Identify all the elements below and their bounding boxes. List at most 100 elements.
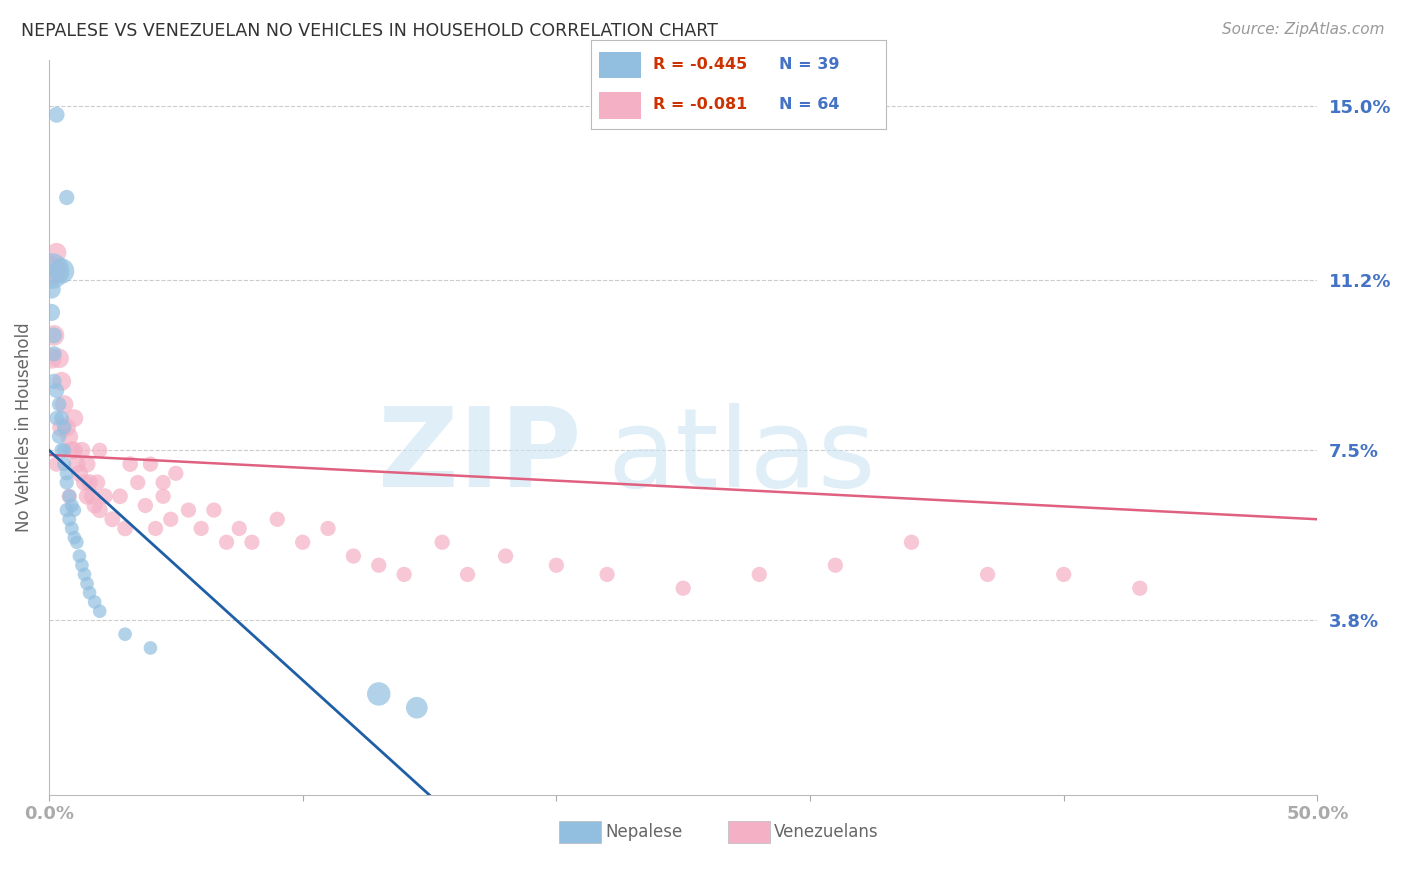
Point [139, 640, 162, 655]
Point [48, 351, 70, 366]
Point [76, 457, 98, 471]
Point [1053, 567, 1076, 582]
Point [51, 420, 73, 434]
Point [51, 443, 73, 458]
Point [900, 535, 922, 549]
FancyBboxPatch shape [599, 92, 641, 119]
Point [45, 457, 67, 471]
Point [266, 512, 288, 526]
Text: atlas: atlas [607, 403, 876, 510]
Point [89, 503, 111, 517]
Point [240, 535, 263, 549]
Point [45, 411, 67, 425]
Point [86, 475, 108, 490]
Point [367, 558, 389, 573]
Point [824, 558, 846, 573]
Point [89, 443, 111, 458]
Point [202, 503, 225, 517]
Point [139, 457, 162, 471]
Point [60, 521, 83, 535]
Point [101, 512, 124, 526]
Point [546, 558, 568, 573]
Point [79, 586, 101, 600]
Point [63, 443, 86, 458]
Text: Venezuelans: Venezuelans [773, 823, 879, 841]
Point [67, 467, 90, 481]
Point [114, 521, 136, 535]
Point [45, 245, 67, 260]
Point [89, 604, 111, 618]
Point [63, 411, 86, 425]
Point [430, 535, 453, 549]
Point [114, 627, 136, 641]
Point [60, 443, 83, 458]
Point [51, 375, 73, 389]
Point [76, 576, 98, 591]
Point [66, 535, 89, 549]
Point [66, 457, 89, 471]
Point [41, 305, 63, 319]
Point [79, 475, 101, 490]
Point [316, 521, 339, 535]
Point [108, 489, 131, 503]
Point [53, 443, 76, 458]
Point [83, 595, 105, 609]
Point [42, 375, 65, 389]
Point [53, 420, 76, 434]
Point [405, 700, 427, 714]
Point [748, 567, 770, 582]
Point [41, 282, 63, 296]
Text: N = 39: N = 39 [779, 57, 839, 72]
Text: Nepalese: Nepalese [605, 823, 682, 841]
Point [42, 328, 65, 343]
Point [53, 397, 76, 411]
FancyBboxPatch shape [599, 52, 641, 78]
Point [67, 549, 90, 563]
Point [134, 499, 156, 513]
Point [41, 351, 63, 366]
Text: R = -0.445: R = -0.445 [652, 57, 747, 72]
Point [48, 397, 70, 411]
Point [152, 489, 174, 503]
Point [55, 467, 77, 481]
Point [76, 489, 98, 503]
Point [55, 503, 77, 517]
Point [177, 503, 200, 517]
Point [53, 457, 76, 471]
Text: R = -0.081: R = -0.081 [652, 97, 747, 112]
Point [70, 443, 93, 458]
Point [159, 512, 181, 526]
Point [58, 512, 80, 526]
Point [58, 429, 80, 443]
Point [291, 535, 314, 549]
Point [495, 549, 517, 563]
Point [51, 411, 73, 425]
Point [672, 581, 695, 595]
Point [63, 531, 86, 545]
Point [228, 521, 250, 535]
Text: NEPALESE VS VENEZUELAN NO VEHICLES IN HOUSEHOLD CORRELATION CHART: NEPALESE VS VENEZUELAN NO VEHICLES IN HO… [21, 22, 718, 40]
Point [45, 384, 67, 398]
Point [82, 489, 104, 503]
Point [41, 264, 63, 278]
Point [48, 429, 70, 443]
Point [60, 499, 83, 513]
Point [94, 489, 117, 503]
Point [58, 489, 80, 503]
Point [145, 521, 167, 535]
Point [127, 475, 149, 490]
Point [41, 264, 63, 278]
Text: ZIP: ZIP [378, 403, 582, 510]
Point [392, 567, 415, 582]
Point [55, 420, 77, 434]
Text: N = 64: N = 64 [779, 97, 839, 112]
Point [73, 475, 96, 490]
Point [55, 190, 77, 204]
Point [152, 475, 174, 490]
Point [55, 475, 77, 490]
Point [63, 503, 86, 517]
Point [83, 499, 105, 513]
Point [215, 535, 238, 549]
Point [342, 549, 364, 563]
Y-axis label: No Vehicles in Household: No Vehicles in Household [15, 323, 32, 533]
